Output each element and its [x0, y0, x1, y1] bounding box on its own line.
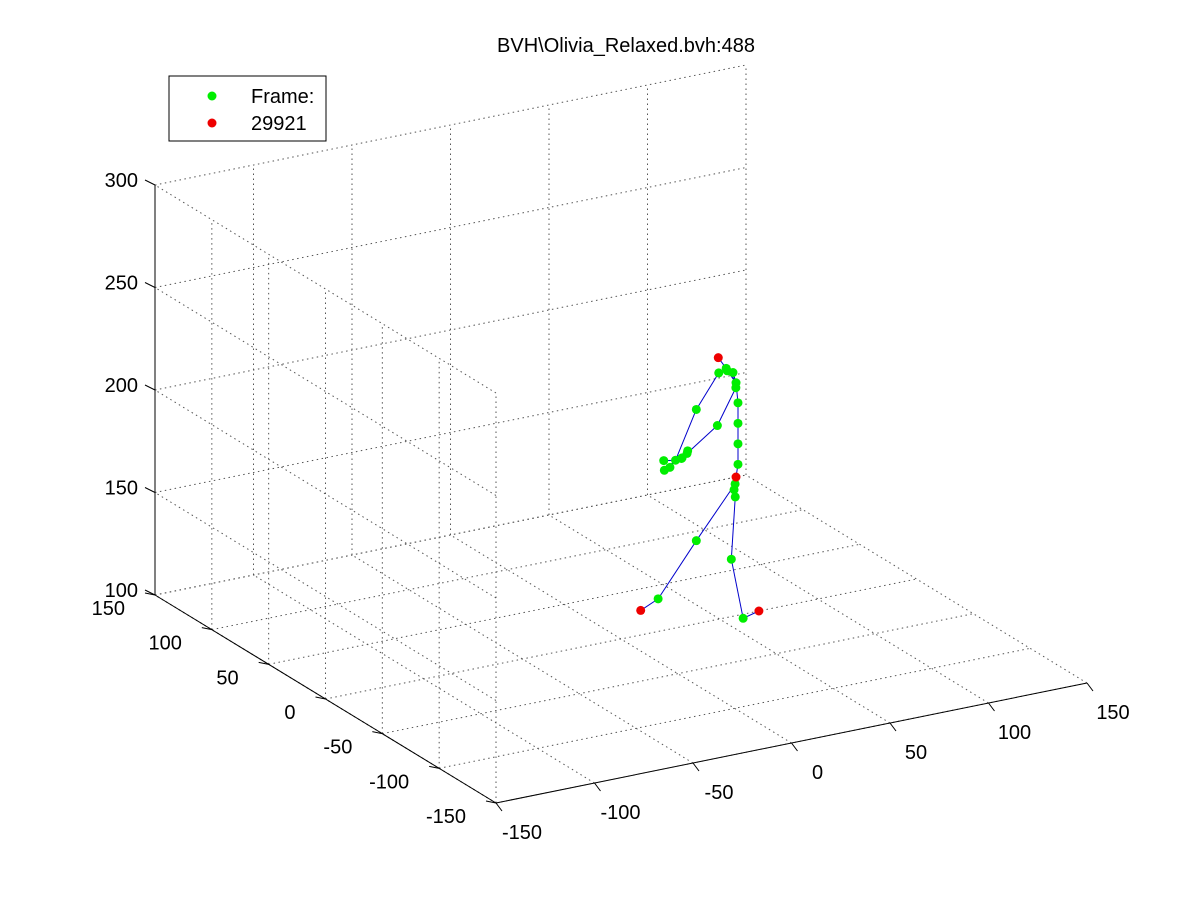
joint-point: [726, 554, 736, 564]
y-tick-mark: [372, 731, 383, 735]
joint-point: [733, 459, 743, 469]
y-tick-label: 150: [92, 598, 125, 620]
joint-point: [733, 418, 743, 428]
y-tick-label: -150: [426, 806, 466, 828]
bone-r_knee-r_ankle: [730, 559, 744, 619]
joint-point: [691, 536, 701, 546]
floor-grid-line-y: [439, 647, 1031, 769]
joint-point: [653, 594, 663, 604]
z-tick-label: 300: [105, 170, 138, 192]
floor-grid-line-y: [211, 509, 803, 631]
z-tick-label: 150: [105, 478, 138, 500]
x-tick-label: 50: [905, 742, 927, 764]
joint-point: [730, 479, 740, 489]
joint-point: [671, 455, 681, 465]
y-tick-mark: [485, 800, 497, 804]
x-tick-mark: [889, 722, 897, 732]
back-wall-grid-line-z: [154, 167, 747, 288]
z-tick-mark: [144, 282, 156, 288]
joint-point: [691, 404, 701, 414]
back-wall-grid-line-z: [154, 269, 747, 391]
joint-point: [733, 398, 743, 408]
legend: Frame: 29921: [168, 75, 327, 142]
z-tick-mark: [144, 384, 156, 391]
floor-grid-line-y: [382, 613, 974, 735]
y-tick-mark: [201, 627, 212, 631]
bone-r_hip-r_knee: [730, 496, 736, 560]
z-tick-mark: [144, 179, 156, 186]
end-site-point: [713, 353, 723, 363]
y-tick-mark: [315, 696, 326, 700]
bone-l_hip-l_knee: [695, 483, 736, 541]
joint-point: [730, 492, 740, 502]
x-tick-mark: [594, 782, 601, 792]
z-tick-label: 250: [105, 273, 138, 295]
joint-point: [731, 383, 741, 393]
tick-labels: -150-100-50050100150-150-100-50050100150…: [92, 170, 1130, 844]
end-site-point: [754, 606, 764, 616]
z-tick-mark: [144, 487, 156, 493]
x-tick-label: 100: [998, 722, 1031, 744]
bone-l_knee-l_ankle: [657, 540, 697, 600]
x-tick-label: -100: [600, 802, 640, 824]
x-tick-mark: [1086, 682, 1094, 692]
y-tick-label: 50: [216, 667, 238, 689]
y-tick-label: 0: [284, 702, 295, 724]
y-tick-label: -100: [369, 771, 409, 793]
joint-point: [722, 366, 732, 376]
joint-point: [738, 613, 748, 623]
z-tick-label: 100: [105, 580, 138, 602]
skeleton-joints: [636, 353, 764, 623]
bone-l_elbow-l_wrist: [686, 425, 718, 454]
joint-point: [683, 446, 693, 456]
x-tick-mark: [988, 702, 995, 712]
z-tick-mark: [144, 589, 156, 596]
x-tick-mark: [692, 762, 700, 772]
joint-point: [733, 439, 743, 449]
bone-r_shoulder-r_elbow: [695, 372, 720, 410]
bone-r_elbow-r_wrist: [675, 409, 697, 461]
z-tick-label: 200: [105, 375, 138, 397]
x-tick-mark: [791, 742, 798, 752]
legend-marker-joint: [207, 91, 217, 101]
y-tick-mark: [258, 661, 269, 665]
floor-grid-line-y: [325, 578, 917, 700]
joint-point: [659, 456, 669, 466]
x-tick-label: -150: [502, 822, 542, 844]
end-site-point: [636, 605, 646, 615]
chart-title: BVH\Olivia_Relaxed.bvh:488: [497, 35, 755, 57]
y-tick-mark: [429, 765, 440, 769]
x-tick-mark: [495, 802, 503, 812]
x-tick-label: -50: [705, 782, 734, 804]
joint-point: [659, 465, 669, 475]
end-site-point: [731, 472, 741, 482]
legend-box: [168, 75, 327, 142]
floor-grid-line-y: [268, 543, 860, 665]
legend-label-joint: Frame:: [251, 86, 314, 108]
back-wall-grid-line-z: [154, 64, 747, 186]
joint-point: [714, 368, 724, 378]
legend-marker-end-site: [207, 118, 217, 128]
x-tick-label: 0: [812, 762, 823, 784]
x-tick-label: 150: [1096, 702, 1129, 724]
joint-point: [712, 421, 722, 431]
axes: [144, 179, 1094, 812]
back-wall-grid-line-z: [154, 474, 747, 596]
y-tick-label: -50: [323, 737, 352, 759]
bone-l_shoulder-l_elbow: [716, 387, 737, 426]
legend-label-end-site: 29921: [251, 113, 307, 135]
back-wall-grid-line-z: [154, 372, 747, 493]
y-tick-label: 100: [148, 633, 181, 655]
